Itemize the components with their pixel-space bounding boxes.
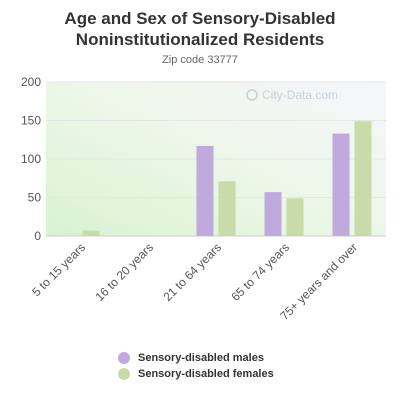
legend-swatch-males [118,352,130,364]
legend-item-females: Sensory-disabled females [118,366,274,382]
chart-title-line-1: Age and Sex of Sensory-Disabled [64,9,336,28]
legend-label-females: Sensory-disabled females [138,368,274,380]
y-tick-label: 50 [28,191,42,205]
x-tick-label: 21 to 64 years [160,240,224,304]
chart-title-line-2: Noninstitutionalized Residents [75,30,325,49]
bar-females [286,198,304,236]
watermark: City-Data.com [246,88,338,102]
y-tick-label: 200 [21,75,41,89]
bar-females [354,121,372,236]
y-tick-label: 100 [21,152,41,166]
bar-males [264,192,282,236]
chart-title: Age and Sex of Sensory-Disabled Noninsti… [0,8,400,50]
legend-swatch-females [118,368,130,380]
bar-males [332,133,350,236]
x-tick-label: 5 to 15 years [29,240,88,299]
watermark-text: City-Data.com [262,88,338,102]
magnifier-icon [246,89,258,101]
legend: Sensory-disabled males Sensory-disabled … [118,350,274,382]
legend-label-males: Sensory-disabled males [138,352,264,364]
legend-item-males: Sensory-disabled males [118,350,274,366]
bar-chart: 0 50 100 150 200 5 to 15 years 16 to 20 years… [21,75,386,323]
y-tick-label: 0 [34,229,41,243]
bar-females [218,181,236,236]
y-tick-label: 150 [21,114,41,128]
bar-females [82,230,100,236]
bar-males [196,145,214,236]
x-tick-label: 16 to 20 years [92,240,156,304]
x-tick-label: 65 to 74 years [228,240,292,304]
x-tick-label: 75+ years and over [277,240,360,323]
chart-subtitle: Zip code 33777 [162,54,238,66]
